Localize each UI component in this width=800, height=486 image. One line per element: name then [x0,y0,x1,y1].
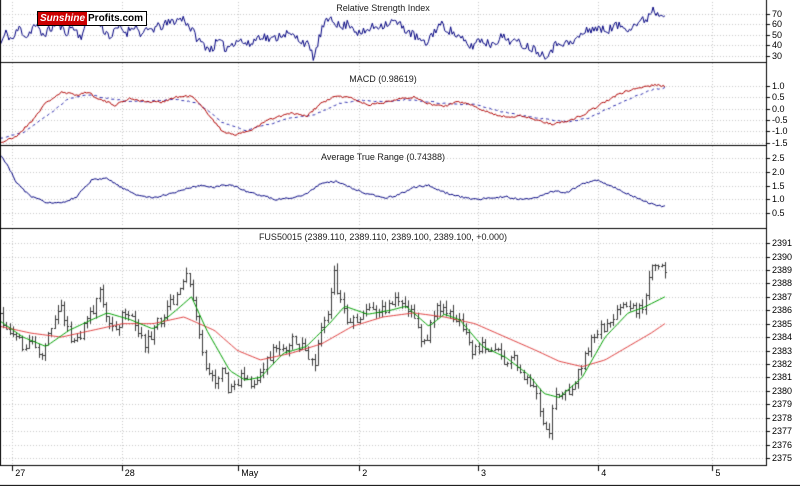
y-axis-label: 1.0 [772,194,785,205]
logo-profits-text: Profits.com [87,12,147,25]
y-axis-label: 2390 [772,251,793,262]
x-axis-label: 4 [601,468,607,478]
y-axis-label: 2391 [772,238,793,249]
y-axis-label: 2378 [772,412,793,423]
y-axis-label: 70 [772,9,783,19]
x-axis-label: 3 [480,468,486,478]
y-axis-label: 2380 [772,385,793,396]
logo-sunshine-text: Sunshine [38,12,88,25]
y-axis-label: 2386 [772,305,793,316]
y-axis-label: 1.0 [772,80,785,91]
x-axis-label: 27 [15,468,26,478]
y-axis-label: 2381 [772,372,793,383]
x-axis-label: 28 [124,468,135,478]
y-axis-label: 2376 [772,439,793,450]
y-axis-label: 2384 [772,332,793,343]
y-axis-label: 40 [772,40,783,51]
y-axis-label: -1.0 [772,126,788,137]
x-axis-label: 2 [362,468,368,478]
y-axis-label: 0.0 [772,103,785,114]
y-axis-label: -0.5 [772,114,788,125]
y-axis-label: 2389 [772,264,793,275]
y-axis-label: 1.5 [772,180,785,191]
y-axis-label: 2387 [772,291,793,302]
y-axis-label: 60 [772,19,783,30]
x-axis-label: May [241,468,259,478]
y-axis-label: 2375 [772,452,793,463]
y-axis-label: 2.5 [772,152,785,163]
x-axis-label: 5 [715,468,721,478]
y-axis-label: 0.5 [772,92,785,103]
y-axis-label: 2379 [772,399,793,410]
y-axis-label: 30 [772,50,783,61]
y-axis-label: 2.0 [772,166,785,177]
y-axis-label: 50 [772,29,783,40]
y-axis-label: 2377 [772,426,793,437]
y-axis-label: 2382 [772,358,793,369]
y-axis-label: 2385 [772,318,793,329]
y-axis-label: 2383 [772,345,793,356]
y-axis-label: -1.5 [772,137,788,148]
y-axis-label: 0.5 [772,208,785,219]
y-axis-label: 2388 [772,278,793,289]
sunshine-profits-logo[interactable]: Sunshine Profits.com [37,11,148,26]
